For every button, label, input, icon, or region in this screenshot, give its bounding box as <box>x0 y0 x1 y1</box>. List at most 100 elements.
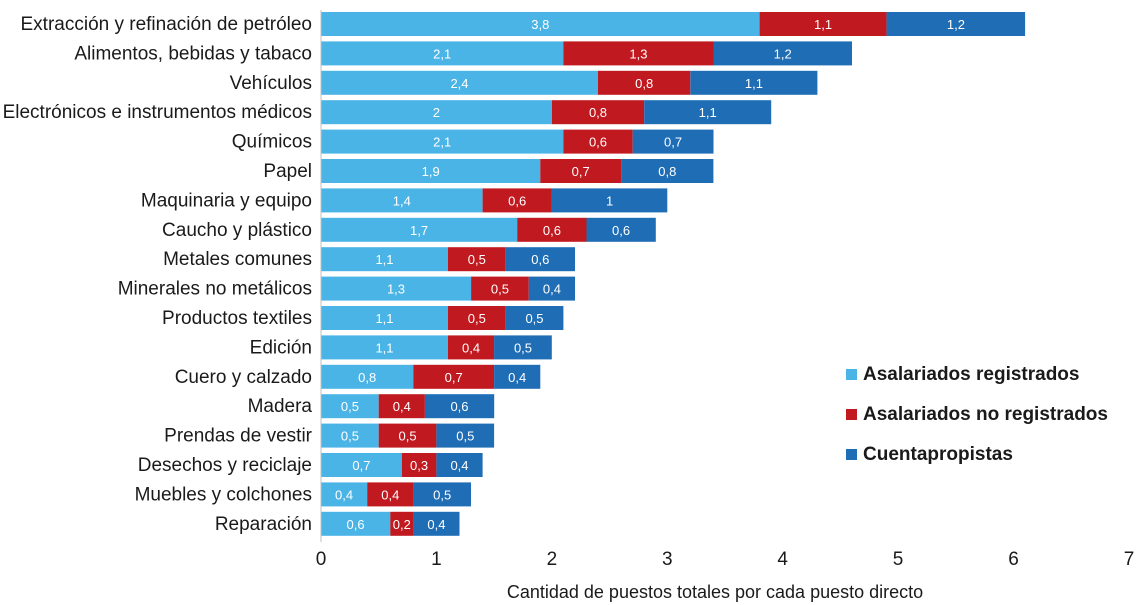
bar-value-label: 2,1 <box>433 135 451 150</box>
bar-value-label: 0,2 <box>393 517 411 532</box>
bar-segment <box>505 247 575 272</box>
bar-value-label: 0,4 <box>427 517 445 532</box>
bar-value-label: 1,9 <box>422 164 440 179</box>
bar-segment <box>321 276 472 301</box>
legend-label: Asalariados no registrados <box>863 404 1108 425</box>
bar-value-label: 1,1 <box>745 76 763 91</box>
bar-value-label: 0,4 <box>462 340 480 355</box>
bar-value-label: 0,5 <box>468 311 486 326</box>
bar-segment <box>413 482 471 507</box>
bar-value-label: 1,1 <box>375 311 393 326</box>
category-label: Químicos <box>232 132 312 153</box>
bar-segment <box>471 276 529 301</box>
category-label: Minerales no metálicos <box>118 279 312 300</box>
bar-value-label: 0,6 <box>531 252 549 267</box>
bar-segment <box>598 70 691 95</box>
bar-segment <box>621 159 714 183</box>
bar-segment <box>413 364 495 389</box>
bar-value-label: 1 <box>606 193 613 208</box>
bar-value-label: 3,8 <box>531 17 549 32</box>
bar-segment <box>367 482 414 507</box>
category-label: Desechos y reciclaje <box>138 455 312 476</box>
bar-segment <box>494 335 552 360</box>
bar-value-label: 0,8 <box>589 105 607 120</box>
legend-swatch <box>846 449 857 460</box>
bar-segment <box>321 306 448 330</box>
bar-value-label: 2,4 <box>450 76 468 91</box>
x-tick-label: 2 <box>547 549 558 570</box>
x-axis-label: Cantidad de puestos totales por cada pue… <box>507 582 923 602</box>
bar-segment <box>401 453 437 477</box>
bar-segment <box>713 41 852 66</box>
bar-segment <box>321 41 564 66</box>
x-tick-label: 4 <box>777 549 788 570</box>
bar-value-label: 1,7 <box>410 223 428 238</box>
bar-segment <box>321 394 379 419</box>
bar-value-label: 1,2 <box>947 17 965 32</box>
legend-swatch <box>846 369 857 380</box>
bar-value-label: 0,8 <box>635 76 653 91</box>
bar-value-label: 0,5 <box>491 282 509 297</box>
category-label: Reparación <box>215 514 312 535</box>
x-tick-label: 1 <box>431 549 442 570</box>
bar-segment <box>321 217 518 242</box>
bar-value-label: 0,5 <box>433 487 451 502</box>
bar-value-label: 0,7 <box>445 370 463 385</box>
bar-value-label: 0,4 <box>381 487 399 502</box>
bar-value-label: 1,1 <box>375 252 393 267</box>
category-label: Muebles y colchones <box>135 484 312 505</box>
bar-value-label: 0,4 <box>508 370 526 385</box>
category-label: Productos textiles <box>162 308 312 329</box>
bar-segment <box>759 12 887 36</box>
bar-segment <box>517 217 587 242</box>
bar-segment <box>436 453 483 477</box>
x-tick-label: 5 <box>893 549 904 570</box>
legend: Asalariados registrados Asalariados no re… <box>846 364 1108 465</box>
bar-value-label: 2,1 <box>433 46 451 61</box>
bar-segment <box>424 394 495 419</box>
bar-value-label: 1,4 <box>393 193 411 208</box>
bar-value-label: 0,7 <box>664 135 682 150</box>
bar-segment <box>378 423 437 448</box>
bar-segment <box>436 423 495 448</box>
legend-label: Cuentapropistas <box>863 444 1013 465</box>
bar-segment <box>448 335 495 360</box>
bar-value-label: 0,4 <box>335 487 353 502</box>
bar-value-label: 0,6 <box>612 223 630 238</box>
bar-value-label: 0,4 <box>450 458 468 473</box>
bar-segment <box>563 41 714 66</box>
category-label: Papel <box>263 161 312 182</box>
bar-value-label: 1,1 <box>699 105 717 120</box>
category-label: Madera <box>248 396 313 417</box>
bar-segment <box>494 364 541 389</box>
bar-segment <box>321 70 598 95</box>
bar-segment <box>551 100 645 125</box>
bar-segment <box>448 306 506 330</box>
bar-value-label: 0,5 <box>514 340 532 355</box>
x-axis-ticks: 0 1 2 3 4 5 6 7 <box>316 549 1135 570</box>
bar-value-label: 0,5 <box>525 311 543 326</box>
bar-value-label: 0,5 <box>399 429 417 444</box>
bar-value-label: 0,6 <box>347 517 365 532</box>
bar-segment <box>321 188 483 213</box>
bar-segment <box>505 306 564 330</box>
bar-value-label: 0,6 <box>543 223 561 238</box>
bar-value-label: 0,5 <box>468 252 486 267</box>
category-label: Extracción y refinación de petróleo <box>21 14 313 35</box>
bar-value-label: 1,3 <box>629 46 647 61</box>
bar-value-label: 0,6 <box>508 193 526 208</box>
bar-segment <box>528 276 575 301</box>
bar-value-label: 0,7 <box>352 458 370 473</box>
bar-segment <box>551 188 668 213</box>
category-label: Vehículos <box>230 73 312 94</box>
category-label: Prendas de vestir <box>164 426 313 447</box>
bar-value-label: 0,3 <box>410 458 428 473</box>
x-tick-label: 3 <box>662 549 673 570</box>
bar-segment <box>321 364 414 389</box>
category-label: Edición <box>250 337 312 358</box>
bar-segment <box>321 247 448 272</box>
bar-segment <box>886 12 1026 36</box>
bar-value-label: 1,1 <box>814 17 832 32</box>
bar-segment <box>321 423 379 448</box>
